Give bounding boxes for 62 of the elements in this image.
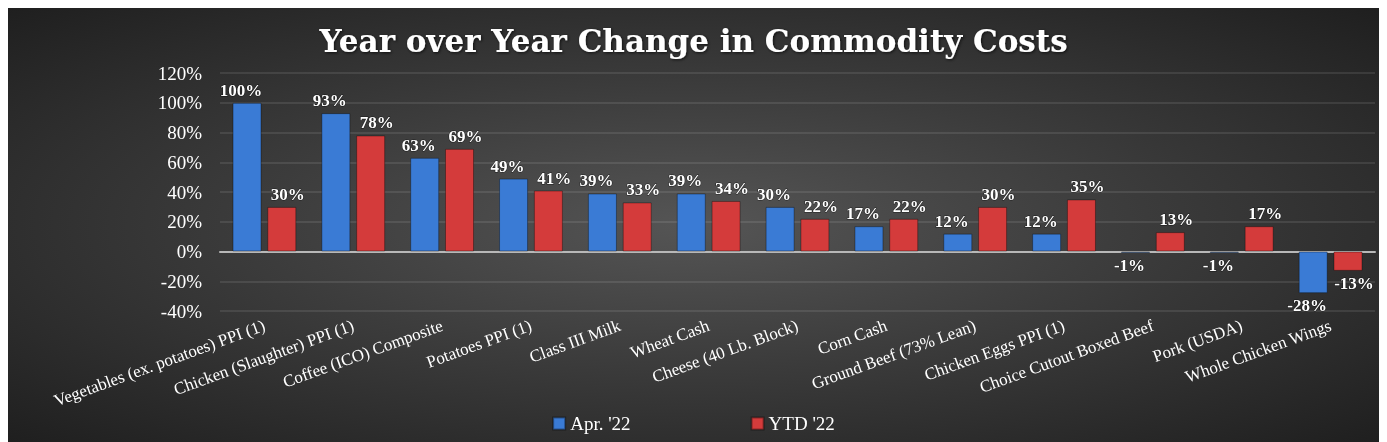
data-label: 39% xyxy=(579,171,614,191)
bar xyxy=(1155,232,1185,252)
bar xyxy=(232,102,262,252)
data-label: 35% xyxy=(1070,177,1105,197)
bar xyxy=(1066,199,1096,252)
data-label: 22% xyxy=(892,196,927,216)
data-label: 41% xyxy=(537,168,572,188)
data-label: 12% xyxy=(1023,211,1058,231)
data-label: 49% xyxy=(490,156,525,176)
data-label: -13% xyxy=(1334,273,1374,293)
bar xyxy=(410,157,440,252)
data-label: 93% xyxy=(312,91,347,111)
y-tick-label: 100% xyxy=(157,92,203,114)
bar xyxy=(711,200,741,252)
bar xyxy=(676,193,706,252)
data-label: 17% xyxy=(1248,204,1283,224)
legend-label: Apr. '22 xyxy=(570,413,631,434)
y-tick-label: -20% xyxy=(160,270,203,292)
data-label: -1% xyxy=(1113,255,1146,275)
data-label: 63% xyxy=(401,135,436,155)
bar xyxy=(1298,251,1328,294)
bar xyxy=(800,218,830,252)
data-label: 17% xyxy=(845,204,880,224)
bar xyxy=(321,113,351,252)
data-label: 30% xyxy=(757,184,792,204)
bar xyxy=(978,206,1008,252)
bar xyxy=(1244,226,1274,252)
chart-title: Year over Year Change in Commodity Costs xyxy=(318,22,1068,59)
data-label: -1% xyxy=(1202,255,1234,275)
data-label: 30% xyxy=(270,184,305,204)
data-label: 33% xyxy=(626,180,661,200)
data-label: 12% xyxy=(934,211,969,231)
y-tick-label: 20% xyxy=(167,211,203,233)
bar xyxy=(854,226,884,252)
bar xyxy=(587,193,617,252)
data-label: -28% xyxy=(1287,296,1328,316)
bar xyxy=(1032,233,1062,252)
bar xyxy=(356,135,386,252)
y-tick-label: 120% xyxy=(157,62,203,84)
bar xyxy=(943,233,973,252)
data-label: 78% xyxy=(359,113,394,133)
data-label: 69% xyxy=(448,126,483,146)
y-tick-label: -40% xyxy=(160,300,203,322)
y-tick-label: 0% xyxy=(176,241,203,262)
legend-label: YTD '22 xyxy=(768,413,835,434)
y-tick-label: 40% xyxy=(167,181,203,203)
bar xyxy=(267,206,297,252)
bar xyxy=(765,206,795,252)
data-label: 34% xyxy=(715,178,750,198)
data-label: 39% xyxy=(668,171,703,191)
bar xyxy=(1333,251,1363,271)
bar xyxy=(889,218,919,252)
data-label: 13% xyxy=(1159,210,1194,230)
data-label: 100% xyxy=(219,80,263,100)
y-tick-label: 60% xyxy=(167,151,203,173)
data-label: 30% xyxy=(981,184,1016,204)
bar xyxy=(533,190,563,252)
bar xyxy=(622,202,652,252)
data-label: 22% xyxy=(803,196,838,216)
bar xyxy=(499,178,529,252)
y-tick-label: 80% xyxy=(167,122,203,143)
bar xyxy=(445,148,475,252)
